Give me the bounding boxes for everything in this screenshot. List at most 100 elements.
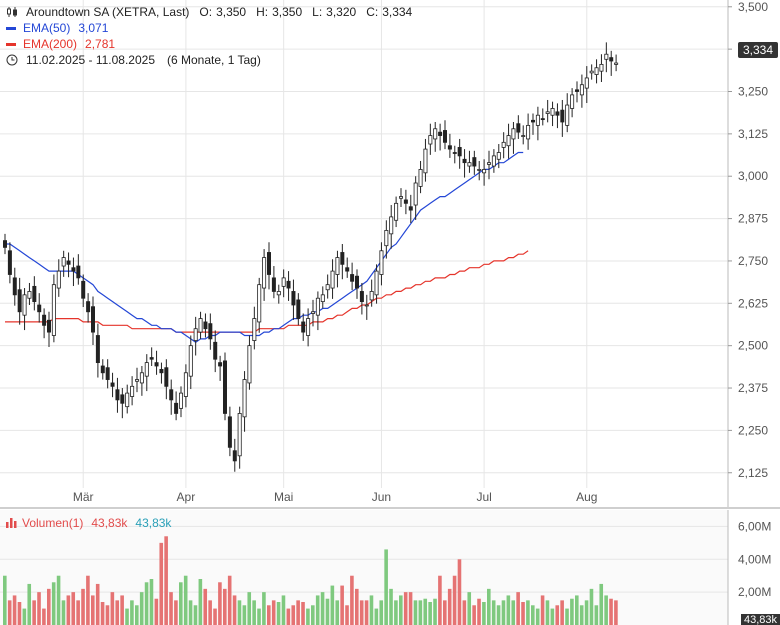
volume-y-axis: 6,00M 4,00M 2,00M: [738, 519, 771, 599]
candle-body: [369, 291, 374, 301]
volume-bar: [521, 602, 525, 625]
candle-body: [247, 345, 252, 384]
candle-body: [17, 289, 22, 313]
candle-body: [154, 362, 159, 367]
volume-bar: [428, 602, 432, 625]
volume-tick-label: 2,00M: [738, 585, 771, 599]
price-y-axis: 3,5003,3753,2503,1253,0002,8752,7502,625…: [728, 0, 768, 480]
volume-bar: [506, 595, 511, 625]
volume-bar: [423, 598, 428, 625]
volume-bar: [560, 600, 564, 625]
volume-bar: [364, 600, 369, 625]
candle-body: [398, 196, 403, 199]
volume-bar: [355, 588, 359, 625]
candle-body: [413, 182, 418, 206]
volume-bars: [3, 536, 618, 625]
candle-body: [384, 230, 389, 247]
volume-bar: [144, 582, 149, 625]
volume-bar: [242, 605, 247, 625]
volume-bar: [555, 605, 560, 625]
volume-bar: [291, 605, 296, 625]
price-tick-label: 2,500: [738, 339, 768, 353]
candle-body: [560, 109, 565, 123]
volume-bar: [271, 600, 276, 625]
volume-bar: [540, 595, 545, 625]
volume-bar: [159, 542, 164, 625]
volume-bar: [267, 605, 271, 625]
volume-bar: [359, 600, 364, 625]
price-tick-label: 2,750: [738, 254, 768, 268]
volume-bar: [37, 592, 41, 625]
candle-body: [218, 362, 223, 367]
date-range: 11.02.2025 - 11.08.2025: [26, 53, 155, 67]
candle-body: [3, 240, 8, 248]
volume-bar: [413, 600, 418, 625]
candle-body: [32, 285, 37, 303]
candle-body: [545, 111, 550, 114]
volume-bar: [252, 600, 256, 625]
candle-body: [433, 128, 438, 140]
volume-bar: [61, 600, 66, 625]
legend-ema50: EMA(50) 3,071: [6, 20, 412, 36]
candle-body: [286, 280, 291, 289]
open-label: O:: [199, 5, 213, 19]
candle-body: [584, 77, 589, 89]
close-label: C:: [366, 5, 379, 19]
candle-body: [125, 392, 130, 408]
volume-bar: [311, 605, 315, 625]
candle-body: [271, 277, 276, 292]
volume-bar: [452, 575, 457, 625]
x-tick-label: Apr: [177, 490, 196, 504]
candle-body: [66, 260, 71, 265]
volume-bar: [188, 600, 193, 625]
candle-body: [144, 362, 149, 377]
candle-body: [169, 389, 174, 401]
volume-bar: [384, 549, 388, 625]
volume-bar: [42, 608, 46, 625]
candle-body: [418, 169, 423, 187]
candle-body: [609, 57, 614, 62]
volume-bar: [47, 588, 51, 625]
volume-bar: [95, 583, 100, 625]
volume-bar: [379, 600, 384, 625]
candle-body: [614, 62, 619, 65]
candle-body: [594, 67, 599, 75]
candle-body: [457, 147, 462, 157]
volume-bar: [447, 588, 452, 625]
price-tick-label: 2,250: [738, 423, 768, 437]
price-tick-label: 3,125: [738, 127, 768, 141]
volume-bar: [394, 600, 398, 625]
volume-bar: [482, 602, 486, 625]
volume-bar: [130, 600, 134, 625]
candle-body: [423, 148, 428, 174]
volume-bar: [164, 536, 168, 625]
volume-bar: [457, 559, 462, 625]
volume-label: Volumen(1): [22, 516, 84, 530]
volume-bar: [208, 600, 212, 625]
candle-body: [550, 108, 555, 116]
volume-bar: [433, 598, 437, 625]
volume-bar: [110, 592, 115, 625]
volume-bar: [51, 582, 56, 625]
volume-bar: [369, 595, 374, 625]
volume-bar: [575, 595, 579, 625]
volume-bar: [320, 592, 325, 625]
candle-body: [115, 389, 120, 401]
volume-bar: [232, 595, 237, 625]
candle-body: [198, 318, 203, 333]
candle-body: [47, 319, 52, 333]
clock-icon: [6, 54, 18, 66]
volume-bar: [472, 605, 476, 625]
x-axis: Mär Apr Mai Jun Jul Aug: [73, 490, 598, 504]
candle-body: [345, 267, 350, 272]
candle-body: [575, 89, 580, 92]
volume-bar: [477, 598, 481, 625]
price-tick-label: 3,250: [738, 85, 768, 99]
volume-bar: [12, 595, 17, 625]
volume-bar: [531, 605, 535, 625]
candle-body: [491, 155, 496, 167]
volume-bar: [584, 600, 589, 625]
volume-bar: [276, 602, 281, 625]
candle-body: [340, 252, 345, 265]
